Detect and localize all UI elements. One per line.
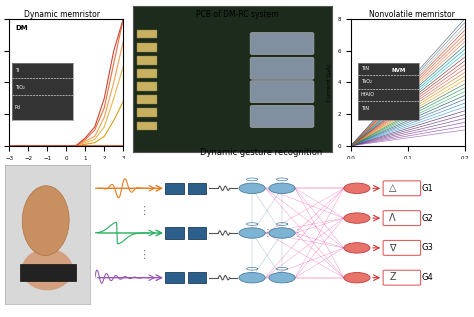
FancyBboxPatch shape xyxy=(188,183,206,194)
FancyBboxPatch shape xyxy=(383,270,420,285)
Bar xyxy=(20,264,75,281)
FancyBboxPatch shape xyxy=(165,272,183,283)
FancyBboxPatch shape xyxy=(165,228,183,238)
FancyBboxPatch shape xyxy=(383,240,420,256)
Bar xyxy=(137,82,156,91)
FancyBboxPatch shape xyxy=(188,272,206,283)
Text: Dynamic gesture recognition: Dynamic gesture recognition xyxy=(200,148,322,157)
Circle shape xyxy=(344,213,370,223)
FancyBboxPatch shape xyxy=(188,228,206,238)
Text: G4: G4 xyxy=(421,273,433,282)
Circle shape xyxy=(344,273,370,283)
Text: G2: G2 xyxy=(421,214,433,223)
Text: PCB of DM-RC system: PCB of DM-RC system xyxy=(196,10,278,18)
Text: ⋮: ⋮ xyxy=(138,206,149,216)
Bar xyxy=(137,108,156,117)
Text: ⋮: ⋮ xyxy=(262,228,272,238)
Text: HfAlO: HfAlO xyxy=(361,93,375,98)
Circle shape xyxy=(269,183,295,193)
FancyBboxPatch shape xyxy=(383,181,420,196)
Bar xyxy=(137,56,156,65)
Circle shape xyxy=(269,228,295,238)
Bar xyxy=(137,69,156,78)
FancyBboxPatch shape xyxy=(250,33,314,55)
Circle shape xyxy=(239,228,265,238)
FancyBboxPatch shape xyxy=(250,57,314,79)
Text: Pd: Pd xyxy=(15,105,21,110)
Text: Nonvolatile memristor: Nonvolatile memristor xyxy=(369,10,456,18)
Text: G3: G3 xyxy=(421,243,433,252)
Circle shape xyxy=(239,273,265,283)
Bar xyxy=(137,95,156,104)
FancyBboxPatch shape xyxy=(250,106,314,127)
Text: NVM: NVM xyxy=(392,68,406,73)
X-axis label: Voltage (V): Voltage (V) xyxy=(390,166,425,171)
Text: ∇: ∇ xyxy=(389,243,396,253)
Circle shape xyxy=(239,183,265,193)
Text: ⋮: ⋮ xyxy=(292,228,302,238)
FancyBboxPatch shape xyxy=(383,210,420,226)
Text: ⋮: ⋮ xyxy=(138,250,149,260)
FancyBboxPatch shape xyxy=(165,183,183,194)
Text: Z: Z xyxy=(389,272,396,282)
Text: TiO₂: TiO₂ xyxy=(15,85,25,90)
Text: Dynamic memristor: Dynamic memristor xyxy=(24,10,100,18)
Bar xyxy=(137,43,156,52)
Text: TiN: TiN xyxy=(361,106,369,111)
Text: △: △ xyxy=(389,183,396,193)
Text: TaO₂: TaO₂ xyxy=(361,79,372,84)
Bar xyxy=(137,121,156,130)
Y-axis label: Current (μA): Current (μA) xyxy=(327,63,332,102)
Text: G1: G1 xyxy=(421,184,433,193)
X-axis label: Voltage (V): Voltage (V) xyxy=(49,166,84,171)
Ellipse shape xyxy=(22,249,73,290)
Circle shape xyxy=(269,273,295,283)
Circle shape xyxy=(344,243,370,253)
Text: TiN: TiN xyxy=(361,66,369,71)
Text: Λ: Λ xyxy=(389,213,396,223)
Text: DM: DM xyxy=(15,25,28,31)
Circle shape xyxy=(344,183,370,193)
FancyBboxPatch shape xyxy=(250,81,314,103)
Text: Ti: Ti xyxy=(15,68,19,73)
Bar xyxy=(137,30,156,38)
Ellipse shape xyxy=(22,186,69,256)
